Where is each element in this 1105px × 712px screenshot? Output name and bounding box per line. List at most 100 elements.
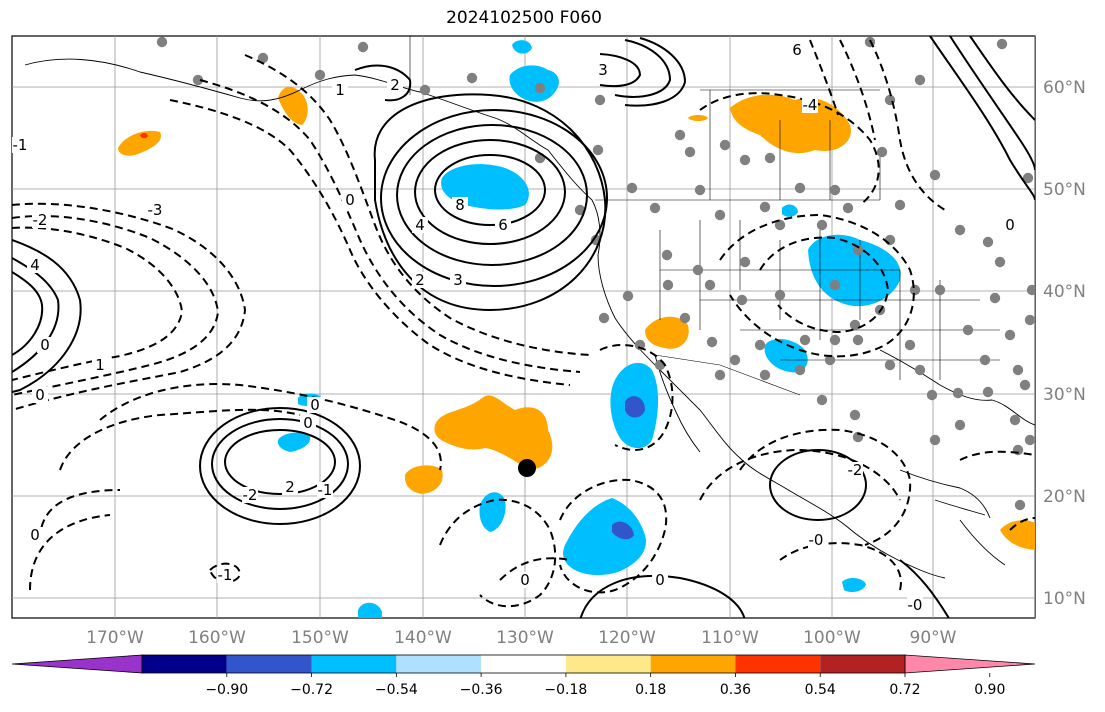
station-dot xyxy=(1019,379,1031,391)
station-dot xyxy=(654,359,666,371)
contour-label: 0 xyxy=(1005,216,1015,234)
station-dot xyxy=(904,339,916,351)
colorbar-max-extend xyxy=(904,654,1036,674)
station-dot xyxy=(192,74,204,86)
station-dot xyxy=(852,244,864,256)
storm-center-marker xyxy=(518,459,536,477)
station-dot xyxy=(849,409,861,421)
map-title: 2024102500 F060 xyxy=(446,8,602,28)
station-dot xyxy=(759,201,771,213)
lon-label: 130°W xyxy=(496,628,554,648)
negative-anomaly-shade xyxy=(625,396,645,418)
lat-label: 60°N xyxy=(1043,78,1086,98)
contour-label: 6 xyxy=(498,216,508,234)
station-dot xyxy=(962,324,974,336)
station-dot xyxy=(714,209,726,221)
negative-anomaly-shade xyxy=(479,492,506,532)
positive-anomaly-shade xyxy=(645,316,689,349)
contour-label: 0 xyxy=(345,191,355,209)
station-dot xyxy=(929,169,941,181)
colorbar-tick-label: 0.36 xyxy=(720,682,751,698)
station-dot xyxy=(314,69,326,81)
contour-label: 1 xyxy=(335,81,345,99)
colorbar-tick-label: −0.72 xyxy=(290,682,333,698)
station-dot xyxy=(799,334,811,346)
contour-label: 0 xyxy=(35,386,45,404)
station-dot xyxy=(929,434,941,446)
contour-label: 4 xyxy=(415,216,425,234)
station-dot xyxy=(466,72,478,84)
station-dot xyxy=(909,284,921,296)
positive-anomaly-shade xyxy=(434,395,553,470)
station-dot xyxy=(994,256,1006,268)
colorbar-segment xyxy=(311,655,397,673)
colorbar-tick-label: −0.54 xyxy=(375,682,418,698)
station-dot xyxy=(926,389,938,401)
station-dot xyxy=(1012,364,1024,376)
positive-anomaly-shade xyxy=(140,132,148,139)
station-dot xyxy=(592,144,604,156)
station-dot xyxy=(824,354,836,366)
station-dot xyxy=(794,364,806,376)
shaded-anomalies xyxy=(118,40,1035,618)
positive-anomaly-shade xyxy=(1000,520,1035,550)
lat-label: 50°N xyxy=(1043,180,1086,200)
longitude-labels: 170°W 160°W 150°W 140°W 130°W 120°W 110°… xyxy=(86,628,957,648)
station-dot xyxy=(674,129,686,141)
contour-label: 0 xyxy=(655,571,665,589)
station-dot xyxy=(1009,414,1021,426)
colorbar-segment xyxy=(820,655,905,673)
colorbar-tick-label: 0.72 xyxy=(889,682,920,698)
station-dot xyxy=(662,279,674,291)
lon-label: 110°W xyxy=(701,628,759,648)
contour-label: -2 xyxy=(848,461,863,479)
station-dot xyxy=(829,334,841,346)
colorbar-tick-label: −0.36 xyxy=(460,682,503,698)
station-dot xyxy=(626,182,638,194)
colorbar-segment xyxy=(565,655,651,673)
station-dot xyxy=(739,256,751,268)
colorbar: −0.90 −0.72 −0.54 −0.36 −0.18 0.18 0.36 0.54 0.7… xyxy=(11,654,1036,698)
station-dot xyxy=(816,219,828,231)
station-dot xyxy=(884,359,896,371)
station-dot xyxy=(357,41,369,53)
station-dot xyxy=(774,289,786,301)
lon-label: 160°W xyxy=(188,628,246,648)
contour-label: -0 xyxy=(908,596,923,614)
station-dot xyxy=(719,139,731,151)
station-dot xyxy=(694,184,706,196)
contour-label: -1 xyxy=(318,481,333,499)
latitude-labels: 60°N 50°N 40°N 30°N 20°N 10°N xyxy=(1043,78,1086,609)
station-dot xyxy=(774,219,786,231)
station-dot xyxy=(884,234,896,246)
station-dot xyxy=(594,94,606,106)
station-dot xyxy=(156,36,168,48)
negative-anomaly-shade xyxy=(612,521,634,540)
lon-label: 170°W xyxy=(86,628,144,648)
contour-label: 8 xyxy=(455,196,465,214)
station-dot xyxy=(829,184,841,196)
station-dot xyxy=(996,38,1008,50)
station-dot xyxy=(692,264,704,276)
negative-anomaly-shade xyxy=(842,578,866,592)
station-dot xyxy=(684,146,696,158)
station-dot xyxy=(982,236,994,248)
contour-label: -0 xyxy=(809,531,824,549)
negative-anomaly-shade xyxy=(358,602,382,618)
lat-label: 30°N xyxy=(1043,385,1086,405)
station-dot xyxy=(598,312,610,324)
colorbar-segment xyxy=(226,655,312,673)
station-dot xyxy=(764,152,776,164)
contour-label: 0 xyxy=(303,414,313,432)
colorbar-tick-label: −0.90 xyxy=(205,682,248,698)
colorbar-tick-label: 0.18 xyxy=(635,682,666,698)
lon-label: 100°W xyxy=(803,628,861,648)
lon-label: 140°W xyxy=(394,628,452,648)
negative-anomaly-shade xyxy=(512,40,532,54)
colorbar-segment xyxy=(650,655,736,673)
station-dot xyxy=(1022,172,1034,184)
colorbar-min-extend xyxy=(11,654,143,674)
station-dot xyxy=(534,82,546,94)
station-dot xyxy=(914,74,926,86)
